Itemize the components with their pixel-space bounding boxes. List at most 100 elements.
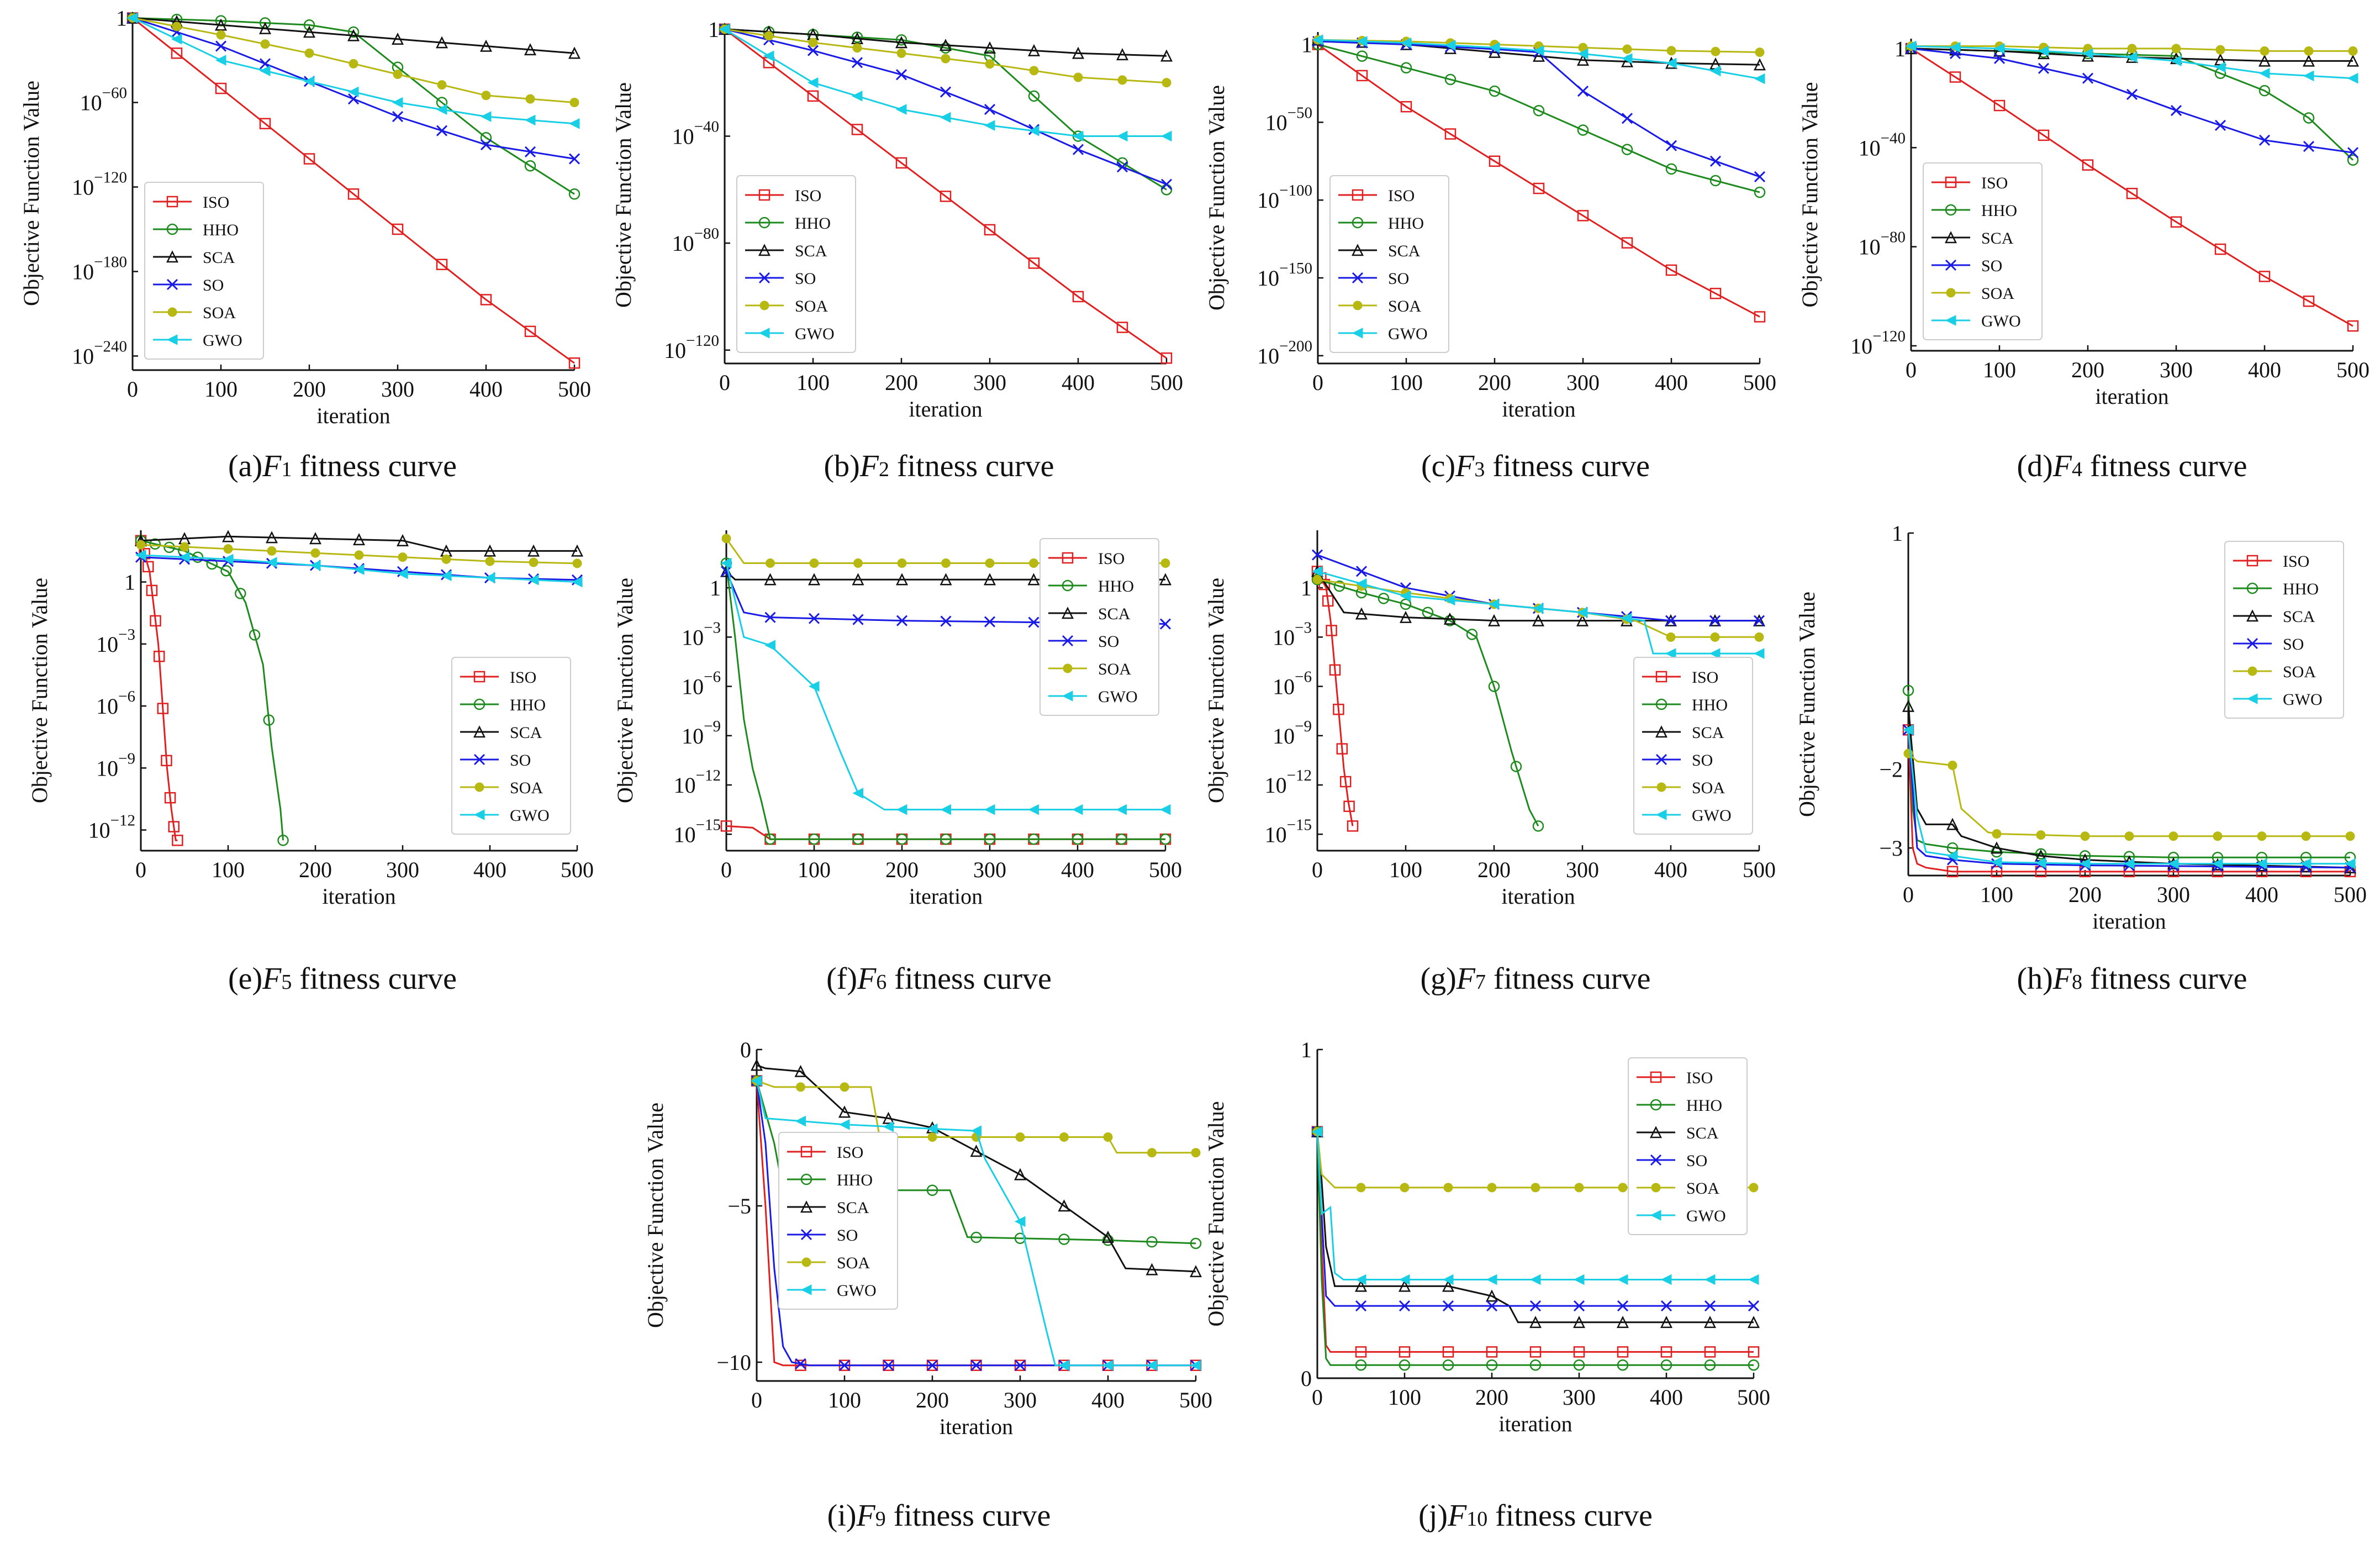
series-marker-so xyxy=(1442,1300,1454,1312)
y-tick-label: 1 xyxy=(1301,33,1312,57)
legend-label-hho: HHO xyxy=(837,1171,873,1189)
series-marker-sca xyxy=(2302,54,2315,67)
x-tick-label: 300 xyxy=(386,857,419,882)
series-marker-hho xyxy=(852,833,864,845)
legend-label-gwo: GWO xyxy=(1686,1207,1726,1225)
series-marker-hho xyxy=(1532,820,1544,832)
legend-label-hho: HHO xyxy=(1692,696,1728,714)
series-marker-hho xyxy=(926,1184,938,1196)
series-marker-so xyxy=(970,1359,982,1371)
series-marker-sca xyxy=(1027,44,1041,56)
legend-marker xyxy=(801,1257,811,1267)
series-marker-hho xyxy=(2079,850,2091,862)
legend-label-so: SO xyxy=(203,276,224,294)
series-marker-soa xyxy=(349,59,358,68)
legend-marker xyxy=(1353,300,1363,310)
series-marker-so xyxy=(1486,1300,1498,1312)
series-marker-iso xyxy=(1444,128,1457,140)
series-marker-soa xyxy=(2080,831,2090,841)
series-marker-gwo xyxy=(1190,1359,1201,1371)
series-marker-so xyxy=(2214,119,2226,131)
series-marker-so xyxy=(1993,52,2006,64)
series-marker-iso xyxy=(1486,1346,1498,1358)
series-marker-iso xyxy=(1621,237,1633,249)
chart-j: 0 100 200 300 400 500 1 0 iteration Objective Fun… xyxy=(1204,1037,1770,1436)
series-marker-sca xyxy=(2346,54,2360,67)
series-marker-gwo xyxy=(1576,607,1588,618)
legend-label-so: SO xyxy=(1686,1152,1707,1170)
series-marker-hho xyxy=(1378,593,1390,604)
series-marker-so xyxy=(1159,618,1171,630)
series-marker-iso xyxy=(1946,866,1959,878)
plot-area xyxy=(1904,40,2360,332)
legend-label-iso: ISO xyxy=(1098,550,1125,568)
series-marker-sca xyxy=(221,530,235,542)
series-marker-soa xyxy=(1711,46,1721,56)
x-tick-label: 0 xyxy=(1312,1385,1323,1410)
legend: ISO HHO SCA SO SOA GWO xyxy=(778,1132,898,1310)
series-marker-gwo xyxy=(1400,37,1412,49)
legend-label-hho: HHO xyxy=(1981,202,2017,220)
series-marker-hho xyxy=(808,833,820,845)
legend-label-gwo: GWO xyxy=(795,325,835,343)
series-marker-sca xyxy=(882,1111,895,1124)
y-tick-label: 10−15 xyxy=(674,816,721,847)
series-marker-iso xyxy=(1400,101,1412,113)
series-marker-gwo xyxy=(1116,804,1127,815)
series-marker-soa xyxy=(572,558,582,568)
series-marker-hho xyxy=(1709,175,1722,187)
x-tick-label: 400 xyxy=(1061,857,1094,882)
series-marker-hho xyxy=(970,1231,982,1243)
series-marker-soa xyxy=(180,542,189,552)
legend-label-iso: ISO xyxy=(1692,668,1718,687)
legend-marker xyxy=(1945,315,1956,326)
series-marker-sca xyxy=(258,22,272,34)
legend-label-gwo: GWO xyxy=(1388,325,1428,343)
series-line-so xyxy=(1911,48,2353,154)
series-marker-gwo xyxy=(1102,1359,1114,1371)
series-marker-hho xyxy=(1442,1359,1454,1371)
series-marker-gwo xyxy=(1709,65,1721,77)
series-marker-hho xyxy=(1400,62,1412,74)
series-marker-so xyxy=(1753,615,1765,626)
series-marker-sca xyxy=(214,18,228,31)
legend-label-sca: SCA xyxy=(1981,229,2014,247)
series-marker-gwo xyxy=(480,111,492,122)
series-marker-so xyxy=(1748,1300,1760,1312)
series-marker-gwo xyxy=(1489,42,1500,53)
chart-d: 0 100 200 300 400 500 1 10−40 10−80 10−120 iterati… xyxy=(1797,36,2370,409)
series-marker-iso xyxy=(143,561,154,573)
series-marker-soa xyxy=(2301,831,2311,841)
legend-marker xyxy=(800,1173,812,1185)
series-marker-hho xyxy=(1160,184,1173,196)
series-marker-hho xyxy=(1488,681,1500,692)
y-axis-label: Objective Function Value xyxy=(27,578,52,803)
y-tick-label: 10−150 xyxy=(1257,260,1312,291)
series-marker-iso xyxy=(524,325,536,338)
legend: ISO HHO SCA SO SOA GWO xyxy=(1923,162,2043,340)
series-marker-iso xyxy=(1347,820,1359,832)
caption-c: (c)F3 fitness curve xyxy=(1421,449,1650,483)
x-tick-label: 300 xyxy=(2160,357,2193,382)
x-axis-label: iteration xyxy=(316,403,390,428)
legend-marker xyxy=(1351,244,1364,256)
series-line-soa xyxy=(1908,752,2350,837)
legend-marker xyxy=(1063,663,1073,673)
chart-g: 0 100 200 300 400 500 1 10−3 10−6 10−9 10−12 10−15 i… xyxy=(1204,530,1776,909)
chart-f: 0 100 200 300 400 500 1 10−3 10−6 10−9 10−12 10−15 i… xyxy=(613,530,1182,909)
series-marker-sca xyxy=(1529,1316,1542,1328)
legend-label-so: SO xyxy=(1981,257,2002,275)
series-marker-gwo xyxy=(1533,45,1544,56)
series-marker-sca xyxy=(1116,48,1129,61)
series-marker-gwo xyxy=(222,553,234,565)
series-marker-hho xyxy=(1621,144,1633,155)
series-line-soa xyxy=(1316,1131,1754,1189)
series-marker-soa xyxy=(260,39,270,49)
x-tick-label: 200 xyxy=(1477,857,1511,882)
series-marker-iso xyxy=(1442,1346,1454,1358)
series-marker-iso xyxy=(436,259,448,271)
series-marker-soa xyxy=(2348,46,2358,56)
series-marker-iso xyxy=(2214,243,2226,255)
series-marker-hho xyxy=(1577,124,1589,136)
series-marker-sca xyxy=(1159,573,1172,586)
